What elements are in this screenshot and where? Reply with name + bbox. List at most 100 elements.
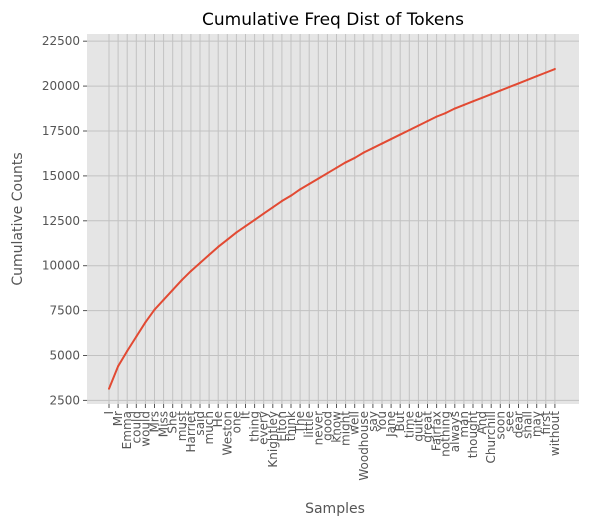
- x-tick-label: said: [193, 411, 207, 436]
- data-point: [426, 120, 429, 123]
- x-tick-label: first: [539, 411, 553, 435]
- data-point: [344, 161, 347, 164]
- data-point: [353, 156, 356, 159]
- data-point: [153, 308, 156, 311]
- data-point: [335, 166, 338, 169]
- y-tick-label: 7500: [49, 304, 80, 318]
- data-point: [499, 89, 502, 92]
- x-gridlines: [108, 34, 556, 404]
- x-tick-label: great: [421, 411, 435, 443]
- x-axis-ticks: IMrEmmacouldwouldMrsMissShemustHarrietsa…: [102, 404, 562, 481]
- x-tick-label: Churchill: [484, 411, 498, 463]
- data-point: [126, 350, 129, 353]
- x-tick-label: think: [284, 411, 298, 441]
- data-point: [189, 270, 192, 273]
- x-tick-label: thing: [248, 411, 262, 442]
- x-tick-label: It: [239, 411, 253, 420]
- x-tick-label: man: [457, 411, 471, 438]
- x-tick-label: He: [211, 411, 225, 427]
- y-tick-label: 20000: [42, 79, 80, 93]
- x-tick-label: Fairfax: [430, 411, 444, 451]
- data-point: [371, 147, 374, 150]
- x-tick-label: Woodhouse: [357, 411, 371, 481]
- data-point: [226, 238, 229, 241]
- series-line: [108, 68, 556, 390]
- data-point: [417, 124, 420, 127]
- x-tick-label: much: [202, 411, 216, 445]
- x-tick-label: She: [166, 411, 180, 434]
- x-tick-label: The: [293, 411, 307, 434]
- y-tick-label: 15000: [42, 169, 80, 183]
- x-tick-label: thought: [466, 411, 480, 458]
- data-point: [481, 96, 484, 99]
- data-point: [408, 129, 411, 132]
- x-tick-label: without: [548, 411, 562, 456]
- chart-title: Cumulative Freq Dist of Tokens: [202, 10, 464, 30]
- y-tick-label: 17500: [42, 124, 80, 138]
- x-tick-label: Harriet: [184, 411, 198, 453]
- data-point: [135, 335, 138, 338]
- data-point: [362, 151, 365, 154]
- y-tick-label: 5000: [49, 349, 80, 363]
- x-tick-label: Emma: [120, 411, 134, 449]
- data-point: [553, 68, 556, 71]
- data-point: [171, 288, 174, 291]
- x-tick-label: might: [339, 411, 353, 446]
- data-point: [381, 142, 383, 145]
- data-point: [399, 133, 402, 136]
- x-tick-label: little: [302, 411, 316, 438]
- x-tick-label: every: [257, 411, 271, 445]
- y-tick-label: 12500: [42, 214, 80, 228]
- x-tick-label: You: [375, 411, 389, 433]
- data-point: [108, 387, 110, 390]
- x-tick-label: Mrs: [148, 411, 162, 433]
- data-point: [308, 182, 311, 185]
- x-tick-label: Weston: [220, 411, 234, 455]
- data-point: [317, 177, 320, 180]
- y-axis-title: Cumulative Counts: [10, 152, 26, 285]
- data-point: [462, 103, 465, 106]
- x-tick-label: say: [366, 411, 380, 432]
- x-tick-label: soon: [493, 411, 507, 440]
- data-point: [162, 298, 165, 301]
- data-point: [280, 200, 283, 203]
- data-point: [535, 75, 538, 78]
- x-tick-label: I: [102, 411, 116, 415]
- data-point: [435, 115, 438, 118]
- y-tick-label: 22500: [42, 34, 80, 48]
- x-tick-label: time: [402, 411, 416, 438]
- data-point: [453, 107, 456, 110]
- data-point: [180, 279, 183, 282]
- series-group: [108, 68, 556, 390]
- x-tick-label: Elton: [275, 411, 289, 442]
- data-point: [490, 93, 493, 96]
- data-point: [117, 365, 120, 368]
- x-tick-label: one: [229, 411, 243, 433]
- x-tick-label: Miss: [157, 411, 171, 437]
- data-point: [290, 194, 292, 197]
- data-point: [517, 82, 520, 85]
- x-tick-label: shall: [521, 411, 535, 439]
- data-point: [326, 172, 329, 175]
- data-point: [444, 112, 447, 115]
- x-tick-label: could: [129, 411, 143, 444]
- x-tick-label: dear: [512, 411, 526, 438]
- data-point: [262, 212, 265, 215]
- x-tick-label: quite: [411, 411, 425, 442]
- data-point: [217, 245, 220, 248]
- x-tick-label: good: [320, 411, 334, 441]
- data-point: [199, 262, 201, 265]
- x-tick-label: well: [348, 411, 362, 435]
- data-point: [508, 85, 511, 88]
- x-tick-label: always: [448, 411, 462, 452]
- y-tick-label: 2500: [49, 393, 80, 407]
- x-tick-label: see: [502, 411, 516, 432]
- x-tick-label: never: [311, 411, 325, 445]
- data-point: [390, 138, 393, 141]
- data-point: [208, 253, 211, 256]
- x-tick-label: must: [175, 411, 189, 442]
- data-point: [526, 78, 529, 81]
- data-point: [253, 218, 256, 221]
- data-point: [271, 206, 274, 209]
